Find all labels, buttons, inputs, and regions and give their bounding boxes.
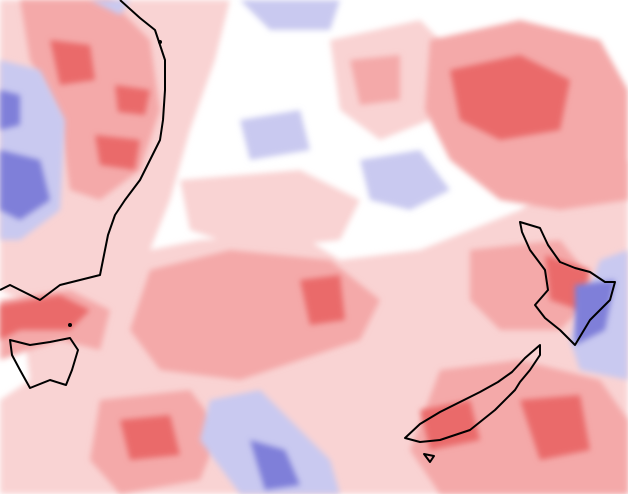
coastline (0, 0, 616, 463)
strong-negative-anomaly (0, 90, 615, 490)
coastline-islands (68, 40, 162, 327)
